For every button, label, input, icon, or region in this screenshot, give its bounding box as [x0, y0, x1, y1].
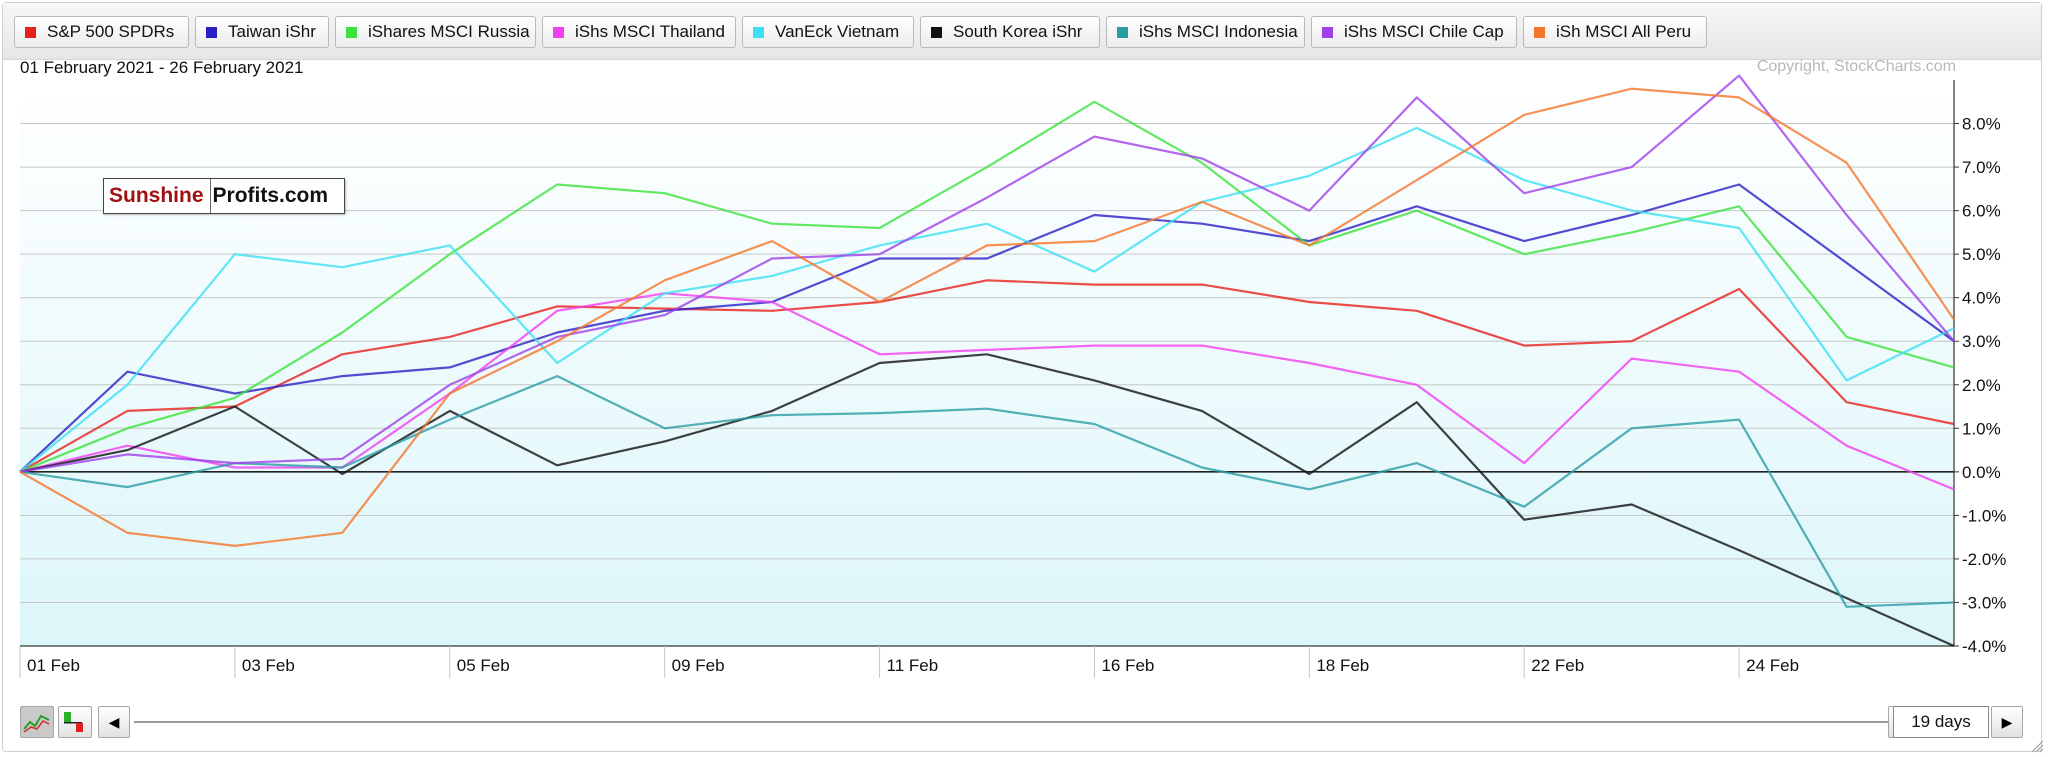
legend-label: South Korea iShr	[953, 22, 1083, 41]
legend-item[interactable]: S&P 500 SPDRs	[14, 16, 189, 48]
y-tick-label: 0.0%	[1962, 463, 2001, 482]
legend-label: S&P 500 SPDRs	[47, 22, 175, 41]
legend-item[interactable]: iSh MSCI All Peru	[1523, 16, 1707, 48]
legend-item[interactable]: South Korea iShr	[920, 16, 1100, 48]
x-tick-label: 05 Feb	[457, 656, 510, 675]
y-tick-label: -4.0%	[1962, 637, 2006, 656]
series-lines	[19, 74, 1955, 648]
legend-swatch	[346, 27, 357, 38]
y-tick-label: -2.0%	[1962, 550, 2006, 569]
y-tick-label: 3.0%	[1962, 332, 2001, 351]
x-tick-label: 16 Feb	[1101, 656, 1154, 675]
legend-item[interactable]: iShs MSCI Indonesia	[1106, 16, 1305, 48]
x-tick-label: 18 Feb	[1316, 656, 1369, 675]
series-line-5	[19, 126, 1955, 473]
scroll-right-button[interactable]: ▶	[1991, 706, 2023, 738]
x-tick-label: 09 Feb	[672, 656, 725, 675]
legend-label: iShs MSCI Thailand	[575, 22, 725, 41]
y-tick-label: -3.0%	[1962, 593, 2006, 612]
resize-grip-icon[interactable]	[2030, 739, 2044, 753]
series-line-6	[19, 353, 1955, 648]
series-line-8	[19, 74, 1955, 473]
y-tick-label: -1.0%	[1962, 506, 2006, 525]
legend-swatch	[25, 27, 36, 38]
series-line-1	[19, 279, 1955, 473]
legend-label: VanEck Vietnam	[775, 22, 900, 41]
y-tick-label: 8.0%	[1962, 115, 2001, 134]
legend-swatch	[1534, 27, 1545, 38]
logo-text-profits: Profits.com	[212, 184, 329, 207]
legend-label: iShares MSCI Russia	[368, 22, 530, 41]
y-axis: 8.0% 7.0% 6.0% 5.0% 4.0% 3.0% 2.0% 1.0% 0.0% -1.0…	[1953, 80, 2006, 656]
line-chart-icon	[23, 714, 50, 733]
chevron-right-icon: ▶	[2001, 714, 2013, 730]
scroll-left-button[interactable]: ◀	[98, 706, 130, 738]
series-line-2	[19, 183, 1955, 473]
legend-item[interactable]: iShares MSCI Russia	[335, 16, 536, 48]
logo-divider	[209, 179, 211, 213]
y-tick-label: 5.0%	[1962, 245, 2001, 264]
legend-swatch	[553, 27, 564, 38]
date-range-label: 01 February 2021 - 26 February 2021	[20, 58, 304, 77]
y-tick-label: 1.0%	[1962, 419, 2001, 438]
legend-label: iSh MSCI All Peru	[1556, 22, 1692, 41]
legend-label: iShs MSCI Indonesia	[1139, 22, 1298, 41]
legend-swatch	[753, 27, 764, 38]
y-tick-label: 6.0%	[1962, 202, 2001, 221]
legend-swatch	[1322, 27, 1333, 38]
legend-item[interactable]: iShs MSCI Chile Cap	[1311, 16, 1517, 48]
series-line-7	[19, 375, 1955, 608]
y-tick-label: 2.0%	[1962, 376, 2001, 395]
x-axis: 01 Feb 03 Feb 05 Feb 09 Feb 11 Feb 16 Feb 18 F…	[19, 645, 1954, 678]
legend-label: Taiwan iShr	[228, 22, 316, 41]
legend-swatch	[206, 27, 217, 38]
series-line-3	[19, 100, 1955, 473]
chevron-left-icon: ◀	[108, 714, 120, 730]
sunshine-profits-logo: Sunshine Profits.com	[103, 178, 345, 214]
period-selector[interactable]: 19 days	[1893, 706, 1989, 738]
x-tick-label: 24 Feb	[1746, 656, 1799, 675]
legend-item[interactable]: iShs MSCI Thailand	[542, 16, 736, 48]
y-tick-label: 7.0%	[1962, 158, 2001, 177]
legend-item[interactable]: VanEck Vietnam	[742, 16, 914, 48]
x-tick-label: 03 Feb	[242, 656, 295, 675]
legend-item[interactable]: Taiwan iShr	[195, 16, 329, 48]
legend-swatch	[1117, 27, 1128, 38]
x-tick-label: 11 Feb	[887, 656, 939, 675]
plot-background	[20, 80, 1954, 646]
x-tick-label: 01 Feb	[27, 656, 80, 675]
performance-chart-toggle-button[interactable]	[58, 706, 92, 738]
legend-swatch	[931, 27, 942, 38]
legend-label: iShs MSCI Chile Cap	[1344, 22, 1504, 41]
x-tick-label: 22 Feb	[1531, 656, 1584, 675]
series-line-9	[19, 87, 1955, 548]
line-chart-toggle-button[interactable]	[20, 706, 54, 738]
y-tick-label: 4.0%	[1962, 289, 2001, 308]
bar-chart-icon	[64, 712, 83, 732]
copyright-label: Copyright, StockCharts.com	[1756, 58, 1956, 75]
date-scrollbar-track[interactable]	[134, 721, 1894, 723]
logo-text-sunshine: Sunshine	[109, 184, 204, 207]
